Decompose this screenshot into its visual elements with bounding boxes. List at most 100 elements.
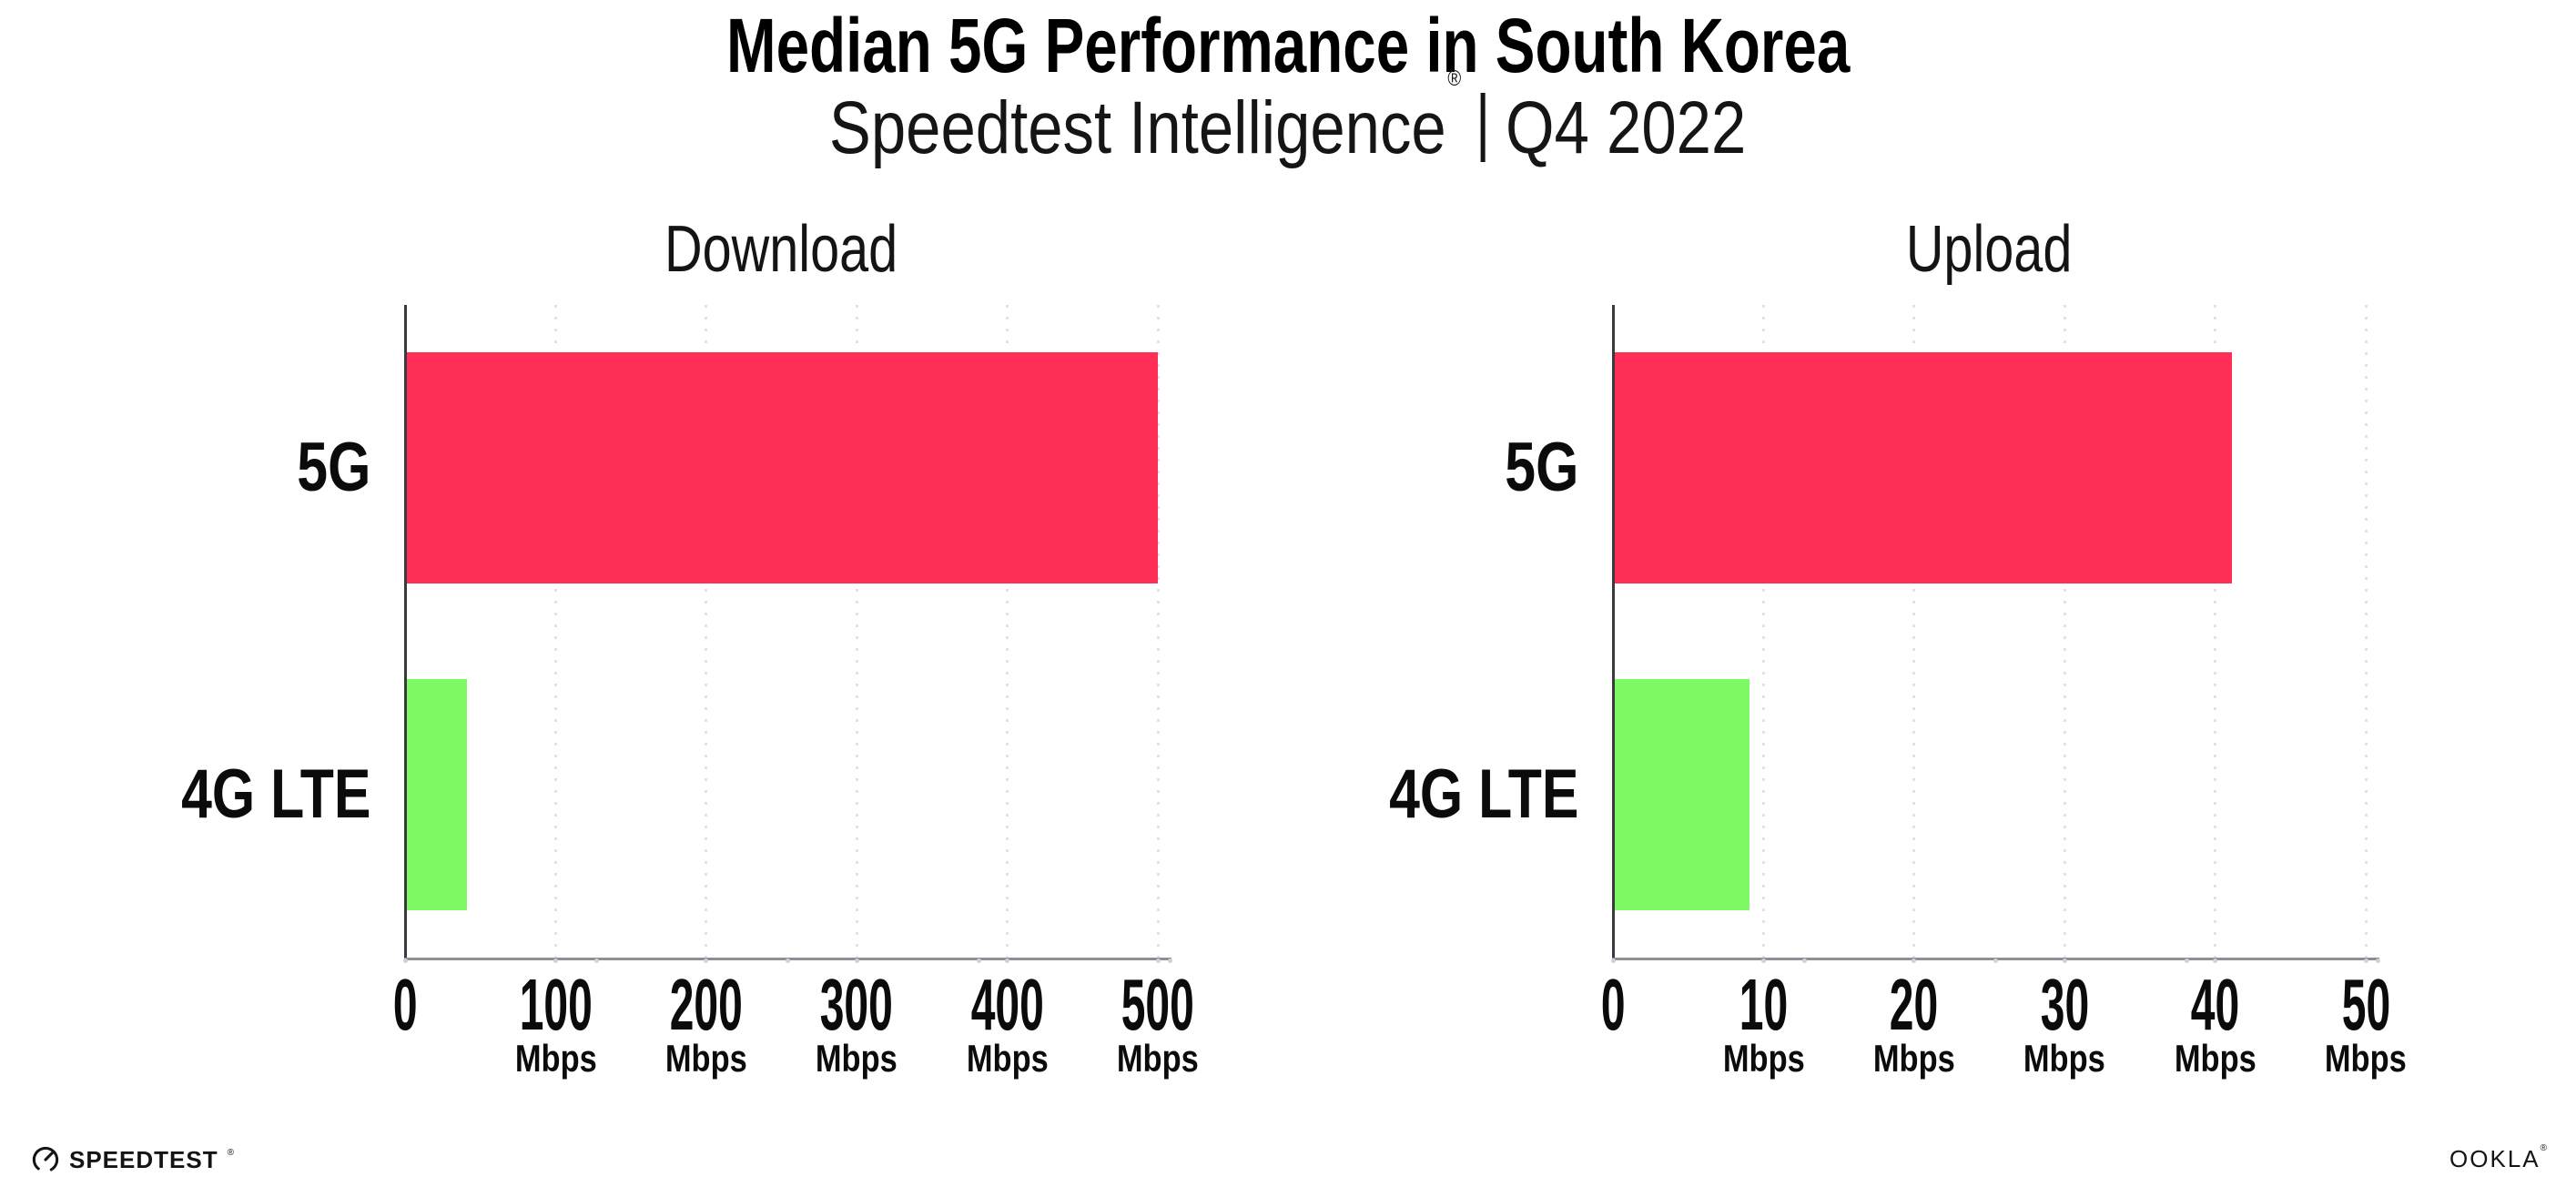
gridline — [2214, 305, 2217, 958]
x-tick-unit-text: Mbps — [2174, 1037, 2257, 1080]
category-label-5g: 5G — [1187, 433, 1578, 502]
gridline — [2063, 305, 2066, 958]
category-label-5g: 5G — [0, 433, 370, 502]
gridline — [1006, 305, 1009, 958]
x-tick-unit-text: Mbps — [1117, 1037, 1199, 1080]
x-tick-label: 400 — [908, 969, 1108, 1041]
chart-subtitle-text: Speedtest Intelligence® | Q4 2022 — [829, 67, 1746, 166]
x-tick-label: 50 — [2266, 969, 2466, 1041]
bar-5g — [406, 352, 1158, 583]
x-tick-label-text: 0 — [392, 964, 418, 1045]
tick-dot — [553, 959, 558, 963]
category-label-text: 5G — [296, 429, 370, 506]
x-tick-unit: Mbps — [1663, 1040, 1863, 1078]
category-label-text: 4G LTE — [1388, 756, 1578, 833]
chart-title: Median 5G Performance in South Korea — [0, 7, 2576, 84]
bar-5g — [1614, 352, 2232, 583]
x-tick-unit-text: Mbps — [2023, 1037, 2106, 1080]
category-label-text: 5G — [1504, 429, 1578, 506]
x-tick-label: 100 — [455, 969, 655, 1041]
tick-dot — [593, 959, 599, 963]
x-tick-label-text: 40 — [2190, 964, 2240, 1045]
x-tick-label-text: 0 — [1600, 964, 1626, 1045]
bar-4g-lte — [1614, 679, 1750, 910]
x-tick-unit: Mbps — [1058, 1040, 1258, 1078]
chart-title-text: Median 5G Performance in South Korea — [725, 3, 1851, 88]
x-tick-label-text: 20 — [1890, 964, 1939, 1045]
tick-dot — [1155, 959, 1161, 963]
x-tick-unit-text: Mbps — [664, 1037, 747, 1080]
tick-dot — [1760, 959, 1766, 963]
gridline — [553, 305, 557, 958]
x-tick-label: 0 — [305, 969, 505, 1041]
tick-dot — [1610, 959, 1616, 963]
tick-dot — [2375, 959, 2380, 963]
x-tick-unit-text: Mbps — [966, 1037, 1049, 1080]
category-label-4g-lte: 4G LTE — [0, 760, 370, 829]
x-tick-unit-text: Mbps — [1872, 1037, 1955, 1080]
x-tick-label: 0 — [1513, 969, 1713, 1041]
x-tick-label: 200 — [606, 969, 806, 1041]
x-tick-unit-text: Mbps — [816, 1037, 898, 1080]
x-tick-unit-text: Mbps — [2325, 1037, 2407, 1080]
gridline — [1156, 305, 1160, 958]
subtitle-brand: Speedtest Intelligence — [829, 86, 1447, 169]
speedtest-gauge-icon — [32, 1146, 59, 1173]
tick-dot — [2184, 959, 2189, 963]
y-axis — [1611, 305, 1615, 960]
x-tick-unit: Mbps — [1814, 1040, 2014, 1078]
gridline — [1912, 305, 1916, 958]
x-tick-unit-text: Mbps — [1722, 1037, 1805, 1080]
tick-dot — [1005, 959, 1010, 963]
x-tick-label-text: 300 — [820, 964, 894, 1045]
x-tick-label: 300 — [756, 969, 957, 1041]
tick-dot — [1167, 959, 1172, 963]
x-tick-unit: Mbps — [455, 1040, 655, 1078]
panel-title-text: Download — [664, 213, 898, 286]
gridline — [1761, 305, 1765, 958]
gridline — [2364, 305, 2368, 958]
x-tick-label-text: 100 — [519, 964, 593, 1045]
speedtest-logo: SPEEDTEST ® — [31, 1140, 234, 1180]
x-tick-unit: Mbps — [908, 1040, 1108, 1078]
tick-dot — [2213, 959, 2218, 963]
panel-title: Download — [405, 217, 1158, 282]
x-tick-label-text: 50 — [2341, 964, 2390, 1045]
x-tick-label-text: 30 — [2040, 964, 2089, 1045]
x-tick-unit: Mbps — [2266, 1040, 2466, 1078]
x-tick-label: 20 — [1814, 969, 2014, 1041]
bar-4g-lte — [406, 679, 467, 910]
tick-dot — [402, 959, 408, 963]
gridline — [705, 305, 708, 958]
registered-trademark-icon: ® — [1447, 66, 1462, 91]
ookla-logo: OOKLA® — [2449, 1144, 2547, 1172]
x-tick-unit-text: Mbps — [514, 1037, 597, 1080]
tick-dot — [2363, 959, 2368, 963]
tick-dot — [1993, 959, 1998, 963]
x-tick-label: 30 — [1964, 969, 2165, 1041]
tick-dot — [976, 959, 981, 963]
x-tick-label: 40 — [2115, 969, 2316, 1041]
x-tick-label: 10 — [1663, 969, 1863, 1041]
panel-title: Upload — [1613, 217, 2366, 282]
tick-dot — [785, 959, 790, 963]
tick-dot — [1912, 959, 1917, 963]
tick-dot — [1801, 959, 1807, 963]
tick-dot — [854, 959, 859, 963]
tick-dot — [2062, 959, 2067, 963]
category-label-text: 4G LTE — [180, 756, 370, 833]
gridline — [855, 305, 858, 958]
category-label-4g-lte: 4G LTE — [1187, 760, 1578, 829]
speedtest-registered-mark: ® — [227, 1147, 234, 1158]
x-tick-unit: Mbps — [1964, 1040, 2165, 1078]
x-tick-label-text: 500 — [1121, 964, 1195, 1045]
speedtest-wordmark: SPEEDTEST — [69, 1146, 218, 1173]
y-axis — [403, 305, 407, 960]
subtitle-period: Q4 2022 — [1506, 86, 1747, 169]
subtitle-separator: | — [1480, 92, 1486, 162]
ookla-wordmark: OOKLA — [2449, 1145, 2541, 1172]
tick-dot — [704, 959, 709, 963]
x-tick-label: 500 — [1058, 969, 1258, 1041]
ookla-registered-mark: ® — [2540, 1143, 2547, 1154]
